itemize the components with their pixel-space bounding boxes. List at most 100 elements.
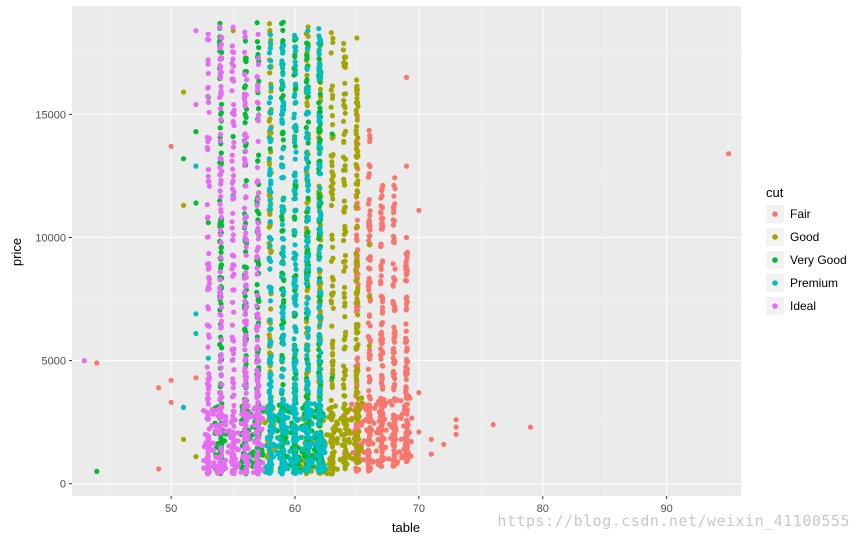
- point-good: [355, 342, 361, 348]
- point-very-good: [254, 208, 260, 214]
- point-premium: [292, 446, 298, 452]
- point-good: [330, 244, 336, 250]
- point-premium: [305, 188, 311, 194]
- point-very-good: [303, 125, 309, 131]
- point-ideal: [242, 347, 248, 353]
- point-good: [342, 401, 348, 407]
- point-premium: [279, 325, 285, 331]
- point-fair: [378, 243, 384, 250]
- point-premium: [304, 266, 310, 272]
- point-premium: [278, 421, 284, 428]
- legend-marker: [772, 234, 778, 240]
- point-fair: [354, 232, 360, 238]
- point-fair: [392, 175, 398, 181]
- point-good: [330, 367, 336, 373]
- point-ideal: [230, 118, 236, 125]
- point-very-good: [317, 91, 323, 97]
- point-fair: [361, 438, 367, 444]
- point-ideal: [243, 134, 250, 140]
- point-fair: [403, 372, 409, 378]
- point-good: [353, 413, 359, 419]
- point-ideal: [231, 380, 237, 386]
- point-ideal: [217, 63, 223, 69]
- point-good: [335, 421, 341, 427]
- point-premium: [205, 355, 211, 361]
- point-ideal: [249, 414, 255, 420]
- point-fair: [366, 402, 373, 408]
- point-ideal: [205, 395, 211, 402]
- point-ideal: [231, 111, 237, 118]
- point-premium: [268, 443, 274, 449]
- point-premium: [305, 311, 311, 317]
- point-very-good: [292, 143, 298, 149]
- point-good: [193, 454, 199, 460]
- point-fair: [403, 234, 410, 241]
- point-fair: [393, 427, 399, 433]
- point-fair: [365, 333, 371, 339]
- point-fair: [391, 345, 397, 352]
- point-premium: [308, 401, 314, 407]
- point-good: [340, 382, 347, 388]
- point-fair: [404, 270, 410, 276]
- point-ideal: [215, 407, 221, 413]
- point-fair: [382, 416, 388, 422]
- point-good: [345, 417, 351, 423]
- point-ideal: [243, 322, 249, 328]
- point-very-good: [219, 223, 225, 229]
- point-ideal: [245, 403, 251, 409]
- point-ideal: [243, 378, 249, 384]
- point-ideal: [217, 269, 223, 275]
- point-premium: [317, 119, 323, 125]
- point-premium: [266, 100, 272, 106]
- point-good: [354, 77, 360, 83]
- point-very-good: [316, 100, 322, 106]
- point-premium: [193, 330, 199, 337]
- point-ideal: [218, 312, 224, 318]
- point-fair: [378, 210, 384, 216]
- point-ideal: [204, 261, 211, 267]
- point-ideal: [254, 367, 260, 373]
- point-good: [353, 346, 359, 352]
- point-good: [326, 414, 332, 420]
- point-fair: [366, 350, 372, 356]
- point-ideal: [205, 61, 211, 67]
- point-ideal: [229, 152, 235, 158]
- point-ideal: [218, 181, 224, 187]
- point-premium: [279, 235, 285, 241]
- point-premium: [279, 387, 285, 393]
- point-very-good: [180, 156, 187, 162]
- point-ideal: [217, 45, 223, 51]
- point-good: [326, 432, 332, 438]
- point-ideal: [230, 376, 236, 382]
- point-premium: [193, 311, 199, 317]
- point-premium: [303, 134, 309, 141]
- point-good: [342, 80, 348, 86]
- point-fair: [391, 421, 397, 427]
- point-fair: [366, 393, 372, 399]
- point-ideal: [206, 375, 212, 381]
- point-ideal: [204, 381, 210, 387]
- point-ideal: [242, 469, 248, 475]
- point-fair: [453, 417, 459, 423]
- point-fair: [403, 251, 409, 257]
- point-good: [330, 187, 336, 193]
- point-ideal: [243, 244, 249, 250]
- point-ideal: [253, 430, 259, 436]
- point-good: [342, 284, 348, 290]
- point-fair: [379, 304, 386, 311]
- point-fair: [726, 151, 732, 157]
- point-ideal: [232, 456, 238, 462]
- point-good: [305, 33, 311, 40]
- point-ideal: [229, 219, 235, 225]
- point-fair: [361, 449, 368, 455]
- point-fair: [390, 222, 396, 228]
- point-fair: [366, 127, 372, 133]
- point-fair: [378, 273, 384, 279]
- point-premium: [317, 185, 323, 191]
- point-very-good: [303, 79, 309, 85]
- point-premium: [309, 435, 315, 442]
- point-good: [328, 87, 334, 93]
- point-ideal: [235, 462, 241, 468]
- point-fair: [408, 453, 414, 459]
- point-premium: [292, 261, 299, 267]
